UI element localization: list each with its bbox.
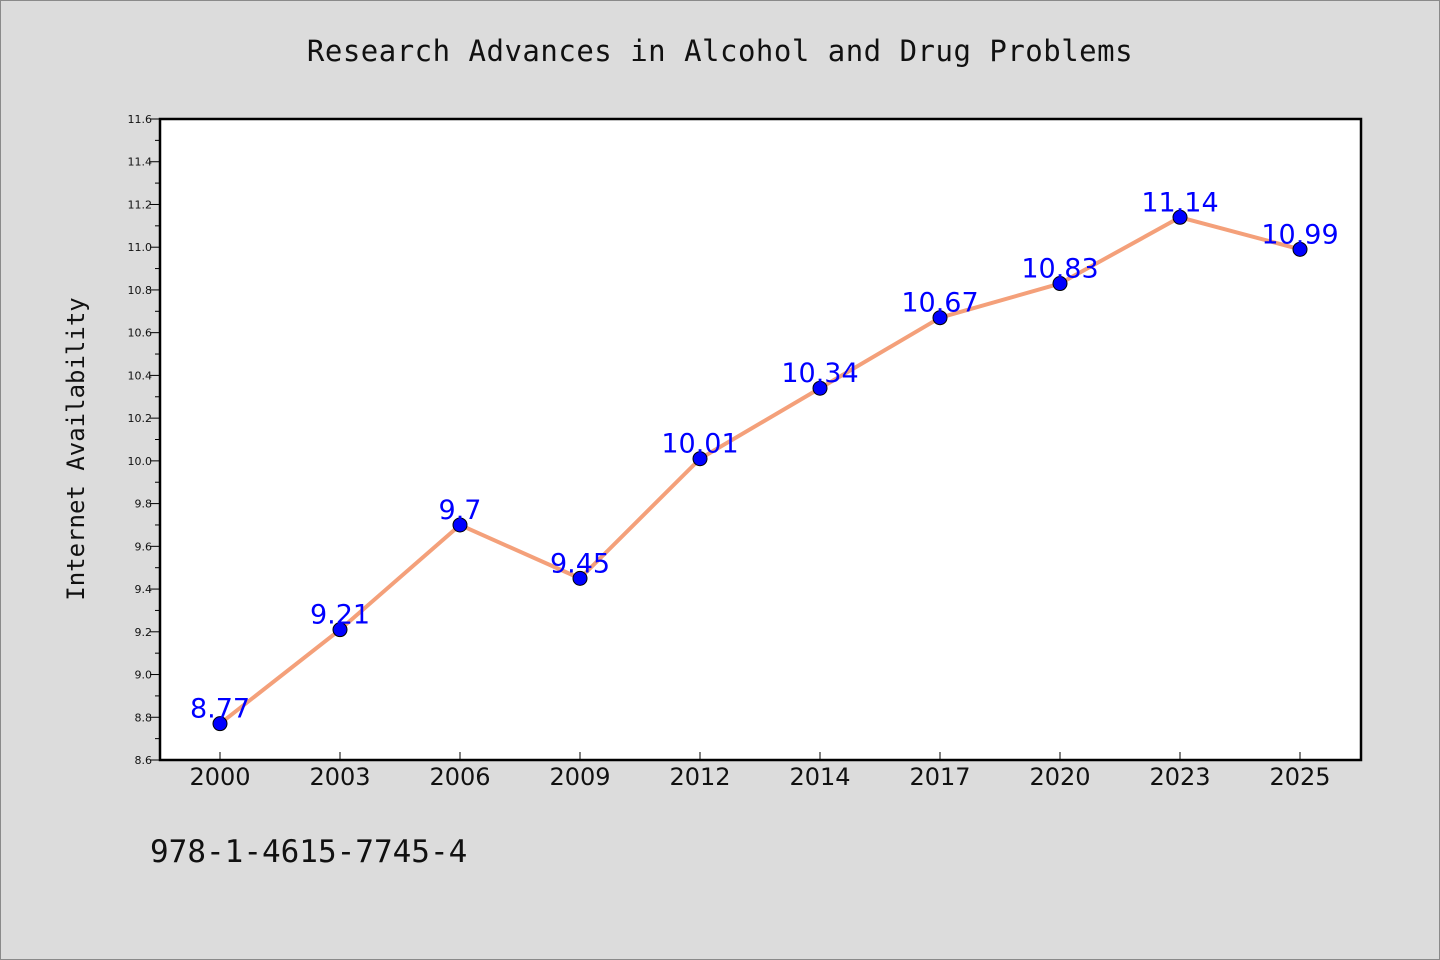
x-axis-ticks: 2000 2003 2006 2009 2012 2014 2017 2020 2023 2025 [189, 752, 1331, 791]
y-tick-label: 10.2 [128, 412, 153, 425]
data-markers [212, 209, 1308, 732]
x-tick-label: 2012 [669, 763, 730, 791]
y-tick-label: 10.6 [128, 327, 153, 340]
y-tick-label: 9.8 [135, 498, 153, 511]
data-label: 11.14 [1141, 187, 1218, 218]
data-point [1172, 209, 1188, 225]
data-point [332, 622, 348, 638]
data-point [1052, 276, 1068, 292]
data-label: 9.7 [439, 495, 482, 526]
y-tick-label: 8.8 [135, 711, 153, 724]
y-tick-label: 11.4 [128, 156, 153, 169]
data-label: 10.99 [1261, 219, 1338, 250]
data-point [452, 517, 468, 533]
x-tick-label: 2006 [429, 763, 490, 791]
y-axis-label: Internet Availability [62, 297, 90, 600]
data-point [572, 570, 588, 586]
y-tick-label: 10.0 [128, 455, 153, 468]
x-tick-label: 2020 [1029, 763, 1090, 791]
y-tick-label: 11.2 [128, 198, 153, 211]
isbn-annotation: 978-1-4615-7745-4 [150, 834, 468, 870]
y-tick-label: 9.2 [135, 626, 153, 639]
y-tick-label: 8.6 [135, 754, 153, 767]
data-label: 10.34 [781, 358, 858, 389]
x-tick-label: 2023 [1149, 763, 1210, 791]
data-labels: 8.77 9.21 9.7 9.45 10.01 10.34 10.67 10.83 11.14… [190, 187, 1339, 724]
data-label: 10.01 [661, 429, 738, 460]
y-tick-label: 9.6 [135, 540, 153, 553]
x-tick-label: 2009 [549, 763, 610, 791]
x-tick-label: 2017 [909, 763, 970, 791]
x-tick-label: 2003 [309, 763, 370, 791]
data-point [932, 310, 948, 326]
chart-title: Research Advances in Alcohol and Drug Pr… [306, 34, 1134, 68]
series-line [218, 215, 1301, 726]
data-label: 9.21 [310, 600, 370, 631]
data-point [692, 451, 708, 467]
y-tick-label: 10.4 [128, 369, 153, 382]
y-tick-label: 9.0 [135, 669, 153, 682]
y-tick-label: 9.4 [135, 583, 153, 596]
y-tick-label: 11.6 [128, 113, 153, 126]
data-label: 10.83 [1021, 254, 1098, 285]
data-label: 8.77 [190, 694, 250, 725]
data-label: 10.67 [901, 288, 978, 319]
x-tick-label: 2014 [789, 763, 850, 791]
data-label: 9.45 [550, 548, 610, 579]
plot-border [158, 117, 1363, 762]
data-point [212, 716, 228, 732]
x-tick-label: 2025 [1269, 763, 1330, 791]
y-tick-label: 10.8 [128, 284, 153, 297]
x-tick-label: 2000 [189, 763, 250, 791]
y-axis-ticks: 8.6 8.8 9.0 9.2 9.4 9.6 9.8 10.0 10.2 10.4 10.6 10.… [128, 113, 160, 767]
data-point [812, 380, 828, 396]
y-tick-label: 11.0 [128, 241, 153, 254]
data-point [1292, 241, 1308, 257]
